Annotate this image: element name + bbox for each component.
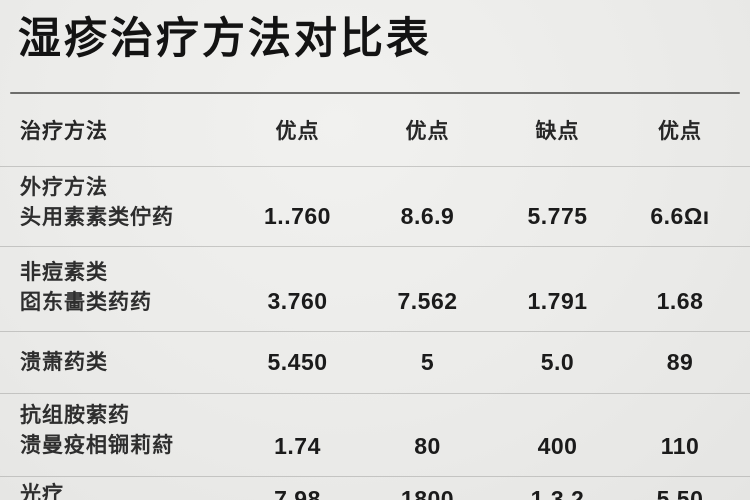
method-line2: 头用素素类佇药 [20, 206, 174, 229]
col-header-3: 缺点 [535, 120, 580, 143]
method-line1: 光疗 [20, 483, 64, 500]
value-cell: 400 [537, 433, 578, 459]
value-cell: 7.562 [397, 288, 458, 314]
value-cell: 6.6Ωı [650, 203, 710, 229]
col-header-2: 优点 [405, 120, 450, 143]
method-line2: 囵东畵类药药 [20, 291, 152, 314]
method-cell: 非痘素类 囵东畵类药药 [20, 247, 235, 331]
method-cell: 溃萧药类 [20, 348, 235, 378]
method-cell: 抗组胺萦药 溃曼疫相锎莉葤 [20, 394, 235, 476]
value-cell: 89 [666, 349, 694, 375]
value-cell: 80 [414, 433, 441, 459]
value-cell: 5.450 [267, 349, 328, 375]
method-cell: 外疗方法 头用素素类佇药 [20, 167, 235, 246]
value-cell: 5.50 [656, 486, 704, 500]
table-row: 溃萧药类 5.450 5 5.0 89 [0, 331, 750, 393]
table-row: 抗组胺萦药 溃曼疫相锎莉葤 1.74 80 400 110 [0, 393, 750, 476]
value-cell: 110 [660, 433, 700, 459]
value-cell: 1.68 [656, 288, 704, 314]
table-row: 外疗方法 头用素素类佇药 1..760 8.6.9 5.775 6.6Ωı [0, 166, 750, 246]
comparison-table: 治疗方法 优点 优点 缺点 优点 外疗方法 头用素素类佇药 1..760 8.6… [0, 94, 750, 500]
value-cell: 5.0 [540, 349, 575, 375]
value-cell: 3.760 [267, 288, 328, 314]
col-header-1: 优点 [275, 120, 320, 143]
value-cell: 1.74 [274, 433, 321, 459]
title-divider [10, 92, 740, 94]
method-line2: 溃曼疫相锎莉葤 [20, 434, 174, 457]
table-row: 非痘素类 囵东畵类药药 3.760 7.562 1.791 1.68 [0, 246, 750, 331]
page-title: 湿疹治疗方法对比表 [18, 15, 432, 63]
col-header-method: 治疗方法 [20, 120, 108, 143]
value-cell: 5.775 [527, 203, 588, 229]
method-line1: 非痘素类 [20, 261, 108, 284]
value-cell: 1.3.2 [530, 486, 585, 500]
method-cell: 光疗 [20, 477, 235, 500]
method-line1: 溃萧药类 [20, 350, 108, 374]
method-line1: 外疗方法 [20, 176, 108, 199]
table-header-row: 治疗方法 优点 优点 缺点 优点 [0, 94, 750, 166]
value-cell: 5 [420, 349, 435, 375]
col-header-4: 优点 [658, 120, 702, 143]
value-cell: 8.6.9 [400, 203, 455, 229]
value-cell: 7.98 [274, 486, 321, 500]
method-line1: 抗组胺萦药 [20, 404, 130, 427]
value-cell: 1..760 [264, 203, 331, 229]
table-row: 光疗 7.98 1800 1.3.2 5.50 [0, 476, 750, 500]
value-cell: 1.791 [527, 288, 588, 314]
value-cell: 1800 [400, 486, 455, 500]
